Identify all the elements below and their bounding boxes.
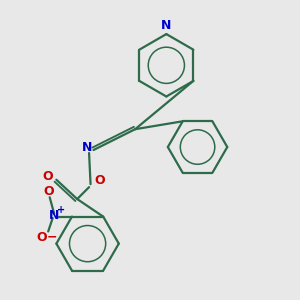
Text: +: + (57, 205, 65, 215)
Text: O: O (94, 174, 105, 187)
Text: O: O (43, 185, 53, 198)
Text: N: N (49, 208, 59, 222)
Text: −: − (46, 230, 57, 243)
Text: O: O (43, 170, 53, 183)
Text: O: O (36, 232, 47, 244)
Text: N: N (161, 19, 172, 32)
Text: N: N (82, 140, 92, 154)
